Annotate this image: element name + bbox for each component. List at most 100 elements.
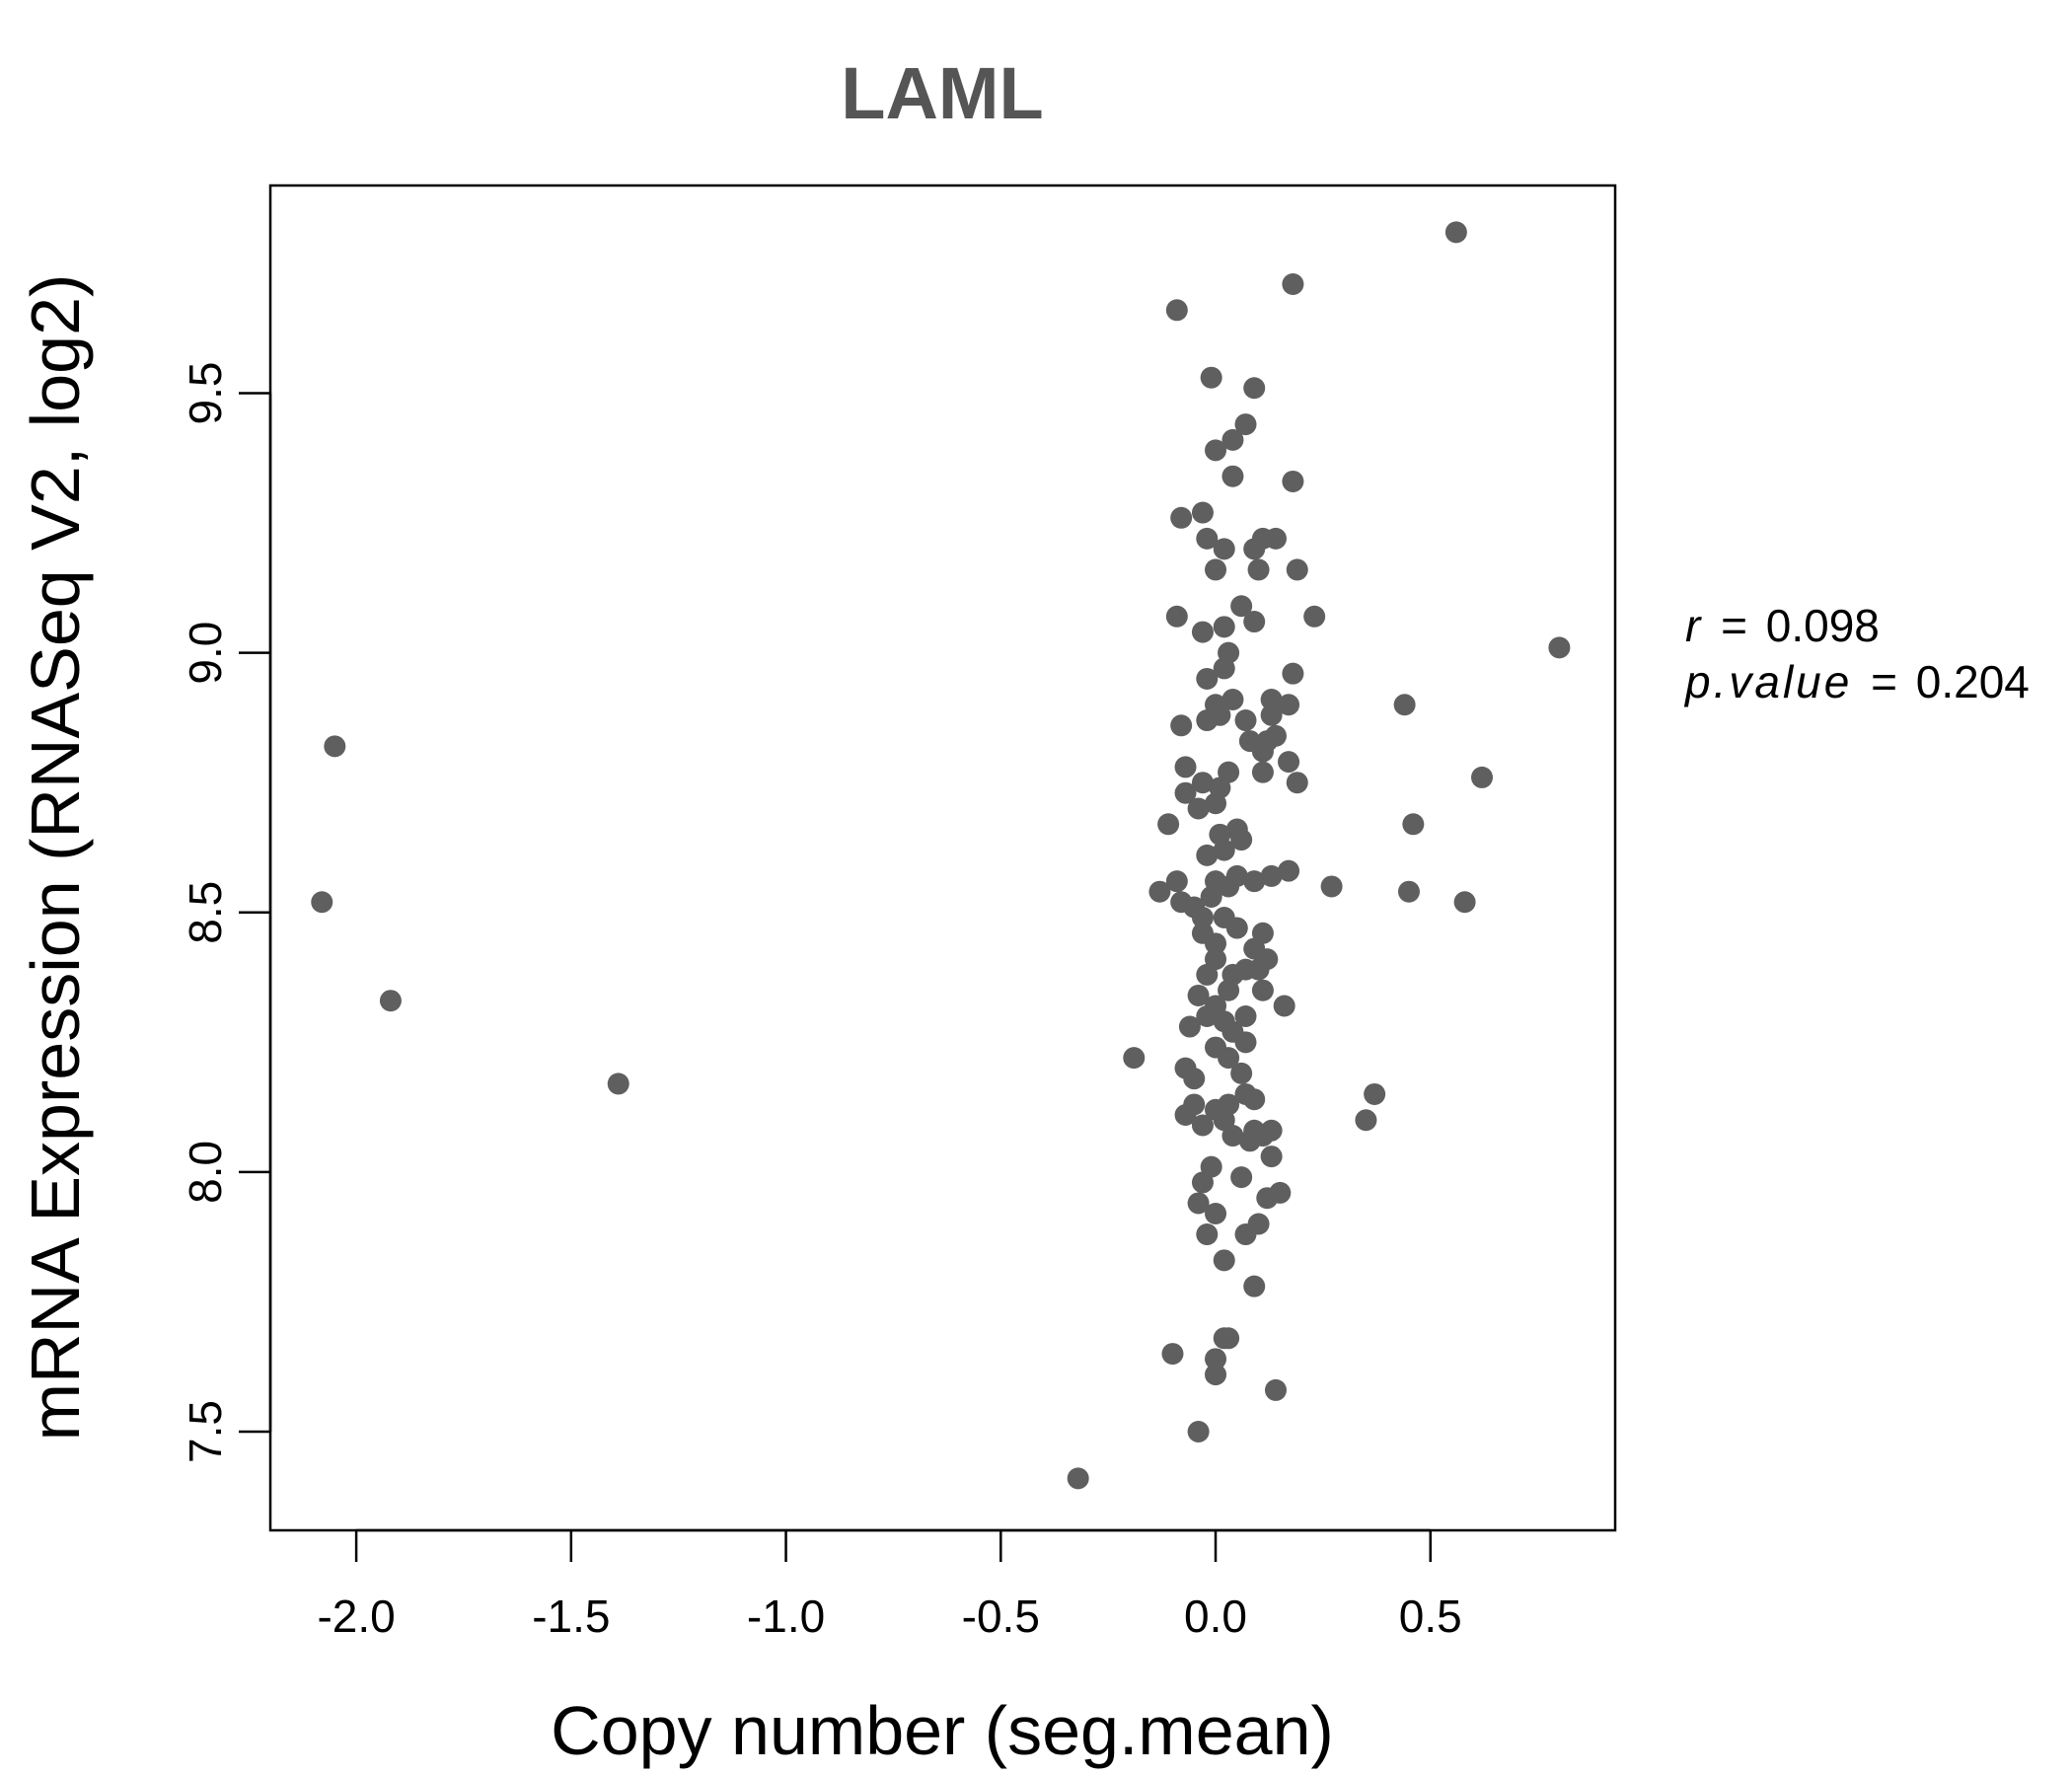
p-equals: =	[1871, 656, 1897, 707]
data-point	[1453, 891, 1476, 914]
data-point	[1191, 621, 1214, 643]
data-point	[607, 1073, 629, 1095]
plot-frame	[268, 184, 1617, 1532]
data-point	[1278, 751, 1300, 774]
data-point	[1205, 1202, 1227, 1224]
data-point	[1247, 558, 1270, 581]
data-point	[1251, 922, 1274, 944]
data-point	[311, 891, 333, 914]
x-tick-label: -1.5	[532, 1591, 610, 1642]
y-tick-label: 8.5	[180, 881, 231, 944]
data-point	[1205, 1364, 1227, 1386]
data-point	[1205, 694, 1227, 716]
data-point	[1187, 797, 1210, 820]
x-tick-label: -2.0	[317, 1591, 395, 1642]
data-point	[1260, 1119, 1283, 1142]
data-point	[1205, 1348, 1227, 1370]
data-point	[1364, 1082, 1386, 1105]
data-point	[1218, 761, 1240, 783]
data-point	[1183, 1093, 1206, 1116]
data-point	[1200, 1155, 1222, 1178]
data-point	[1243, 1275, 1266, 1297]
data-point	[1247, 1213, 1270, 1235]
x-axis: -2.0 -1.5 -1.0 -0.5 0.0 0.5	[317, 1528, 1462, 1642]
data-point	[1123, 1047, 1146, 1070]
data-point	[1187, 1421, 1210, 1443]
data-point	[1174, 781, 1197, 804]
data-point	[1286, 772, 1308, 794]
data-point	[1205, 995, 1227, 1017]
data-point	[1230, 595, 1253, 618]
x-tick-label: 0.0	[1184, 1591, 1247, 1642]
data-point	[1218, 641, 1240, 664]
data-point	[1444, 221, 1467, 244]
data-point	[1205, 948, 1227, 971]
y-tick-label: 9.5	[180, 362, 231, 425]
data-point	[1191, 907, 1214, 929]
p-value: 0.204	[1916, 656, 2030, 707]
data-point	[1355, 1109, 1377, 1132]
data-point	[1234, 1031, 1257, 1054]
data-point	[1251, 979, 1274, 1001]
data-point	[1393, 694, 1416, 716]
data-point	[1243, 870, 1266, 893]
data-point	[1264, 724, 1287, 747]
data-point	[1170, 891, 1193, 914]
data-point	[1251, 761, 1274, 783]
data-point	[1278, 694, 1300, 716]
data-point	[1191, 772, 1214, 794]
p-label: p.value	[1683, 656, 1852, 707]
data-point	[1471, 766, 1494, 788]
x-tick-label: -0.5	[962, 1591, 1040, 1642]
data-point	[1187, 984, 1210, 1006]
data-point	[1213, 907, 1235, 929]
data-point	[1165, 870, 1188, 893]
scatter-points	[311, 221, 1571, 1490]
y-tick-label: 7.5	[180, 1400, 231, 1463]
data-point	[1260, 864, 1283, 887]
data-point	[1196, 844, 1219, 866]
data-point	[1402, 813, 1425, 836]
data-point	[1191, 1114, 1214, 1137]
data-point	[324, 735, 346, 758]
data-point	[1165, 605, 1188, 628]
data-point	[1196, 1223, 1219, 1246]
data-point	[1161, 1343, 1184, 1366]
data-point	[1278, 859, 1300, 882]
data-point	[1218, 1093, 1240, 1116]
data-point	[1148, 880, 1171, 903]
data-point	[1234, 709, 1257, 732]
data-point	[1200, 366, 1222, 389]
data-point	[1191, 501, 1214, 524]
data-point	[1320, 875, 1343, 898]
data-point	[1273, 995, 1295, 1017]
x-tick-label: -1.0	[747, 1591, 825, 1642]
data-point	[1174, 756, 1197, 778]
data-point	[1221, 428, 1244, 451]
y-axis: 7.5 8.0 8.5 9.0 9.5	[180, 362, 272, 1463]
data-point	[1183, 1068, 1206, 1090]
data-point	[1234, 1005, 1257, 1028]
data-point	[1157, 813, 1180, 836]
y-tick-label: 9.0	[180, 622, 231, 685]
stats-annotation: r = 0.098 p.value = 0.204	[1683, 600, 2030, 707]
data-point	[1264, 527, 1287, 550]
data-point	[1260, 1146, 1283, 1168]
data-point	[1221, 465, 1244, 487]
data-point	[1196, 527, 1219, 550]
x-axis-label: Copy number (seg.mean)	[551, 1692, 1334, 1769]
data-point	[379, 990, 402, 1012]
data-point	[1213, 1249, 1235, 1272]
data-point	[1260, 703, 1283, 726]
data-point	[1234, 413, 1257, 436]
data-point	[1243, 1088, 1266, 1111]
data-point	[1205, 439, 1227, 462]
p-annotation: p.value = 0.204	[1683, 656, 2030, 707]
chart-title: LAML	[841, 52, 1044, 134]
data-point	[1230, 1166, 1253, 1189]
data-point	[1187, 1192, 1210, 1215]
data-point	[1303, 605, 1326, 628]
data-point	[1243, 611, 1266, 633]
data-point	[1165, 299, 1188, 322]
